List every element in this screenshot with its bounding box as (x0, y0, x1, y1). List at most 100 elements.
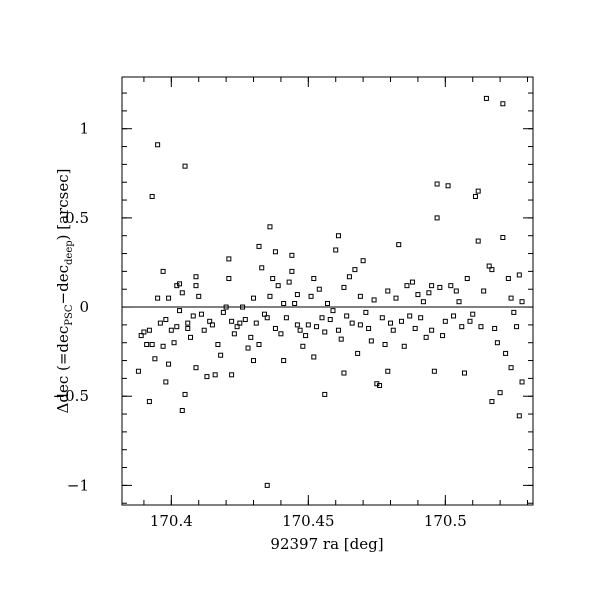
data-point (434, 215, 440, 221)
data-point (204, 374, 210, 380)
data-point (431, 368, 437, 374)
data-point (272, 249, 278, 255)
data-point (207, 318, 213, 324)
data-point (396, 242, 402, 248)
data-point (267, 293, 273, 299)
data-point (226, 256, 232, 262)
data-point (135, 368, 141, 374)
data-point (300, 343, 306, 349)
data-point (459, 324, 465, 330)
data-point (503, 350, 509, 356)
x-tick-label: 170.45 (282, 512, 335, 530)
data-point (344, 313, 350, 319)
data-point (160, 268, 166, 274)
data-point (163, 379, 169, 385)
y-axis-label-prefix: Δdec (=dec (54, 326, 72, 414)
data-point (325, 300, 330, 306)
data-point (190, 313, 196, 319)
data-point (160, 343, 166, 349)
data-point (437, 284, 443, 290)
data-point (409, 279, 415, 285)
data-point (281, 358, 287, 364)
data-point (146, 327, 152, 333)
data-point (185, 320, 191, 326)
data-point (475, 188, 481, 194)
data-point (360, 258, 366, 264)
data-point (292, 300, 298, 306)
data-point (327, 317, 333, 323)
data-point (357, 322, 363, 328)
data-point (157, 320, 163, 326)
data-point (423, 334, 429, 340)
data-point (168, 327, 174, 333)
data-point (182, 163, 188, 169)
data-point (322, 391, 328, 397)
data-point (242, 317, 248, 323)
data-point (519, 379, 525, 385)
data-point (308, 293, 314, 299)
data-point (311, 354, 317, 360)
x-tick-label: 170.4 (150, 512, 193, 530)
data-point (355, 350, 361, 356)
data-point (177, 308, 183, 314)
data-point (231, 331, 237, 337)
y-tick-label: 0.5 (65, 209, 89, 227)
data-point (314, 324, 320, 330)
data-point (245, 345, 251, 351)
data-point (456, 299, 462, 305)
data-point (188, 334, 193, 340)
data-point (229, 372, 235, 378)
data-point (508, 365, 514, 371)
y-axis-label-sub1: PSC (64, 304, 75, 326)
data-point (179, 407, 185, 413)
data-point (212, 372, 218, 378)
data-point (379, 315, 385, 321)
data-point (149, 342, 155, 347)
data-point (377, 383, 383, 389)
data-point (352, 267, 358, 273)
data-point (363, 309, 369, 315)
data-point (412, 325, 418, 331)
data-point (259, 265, 265, 271)
data-point (229, 318, 235, 324)
data-point (270, 276, 276, 282)
y-tick-label: −1 (67, 476, 89, 494)
data-point (174, 324, 180, 330)
data-point (141, 329, 147, 335)
data-point (429, 283, 435, 289)
data-point (478, 324, 484, 330)
data-point (486, 263, 492, 269)
data-point (251, 358, 257, 364)
data-point (177, 281, 183, 287)
data-point (341, 370, 347, 376)
data-point (248, 334, 254, 340)
data-point (483, 95, 489, 101)
data-point (215, 342, 221, 347)
data-point (335, 233, 341, 239)
data-point (138, 333, 144, 339)
data-point (448, 283, 454, 289)
y-axis-label-suffix: ) [arcsec] (54, 169, 72, 241)
data-point (401, 343, 407, 349)
data-point (264, 315, 270, 321)
data-point (152, 356, 158, 362)
data-point (286, 279, 292, 285)
data-point (426, 290, 432, 296)
y-tick-label: −0.5 (53, 387, 89, 405)
data-point (193, 283, 199, 289)
y-tick-label: 0 (79, 298, 89, 316)
data-point (505, 276, 511, 282)
y-tick-label: 1 (79, 120, 89, 138)
data-point (272, 325, 278, 331)
data-point (319, 315, 325, 321)
data-point (193, 274, 199, 280)
y-tick-labels: 1 0.5 0 −0.5 −1 (53, 120, 89, 495)
data-point (511, 309, 517, 315)
data-point (514, 324, 520, 330)
data-point (440, 333, 446, 339)
data-point (346, 274, 352, 280)
data-point (218, 352, 224, 358)
data-point (385, 368, 391, 374)
data-point (371, 297, 377, 303)
data-point (368, 338, 374, 344)
